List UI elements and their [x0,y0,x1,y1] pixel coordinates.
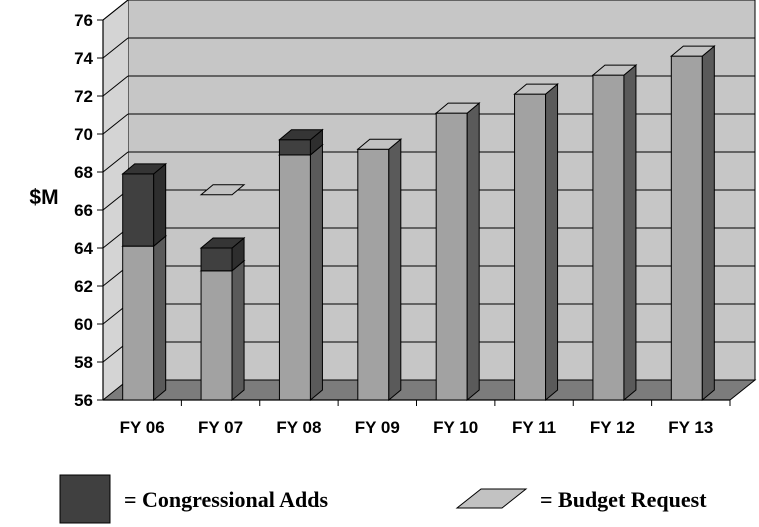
bar-budget-request-side [466,102,480,402]
bar-budget-request-side [153,235,167,402]
y-tick-label: 58 [74,353,93,372]
bar-marker-outline [199,184,246,196]
bar-budget-request-top [356,138,403,150]
bar-congressional-adds-front [122,173,155,247]
bar-series [121,45,716,402]
x-tick-label: FY 11 [512,418,556,437]
bar-budget-request-top [591,64,638,76]
bar-budget-request-side [309,143,323,402]
y-tick-label: 60 [74,315,93,334]
bar-budget-request-side [231,259,245,402]
y-tick-label: 56 [74,391,93,410]
y-tick-label: 62 [74,277,93,296]
x-tick-labels: FY 06 FY 07 FY 08 FY 09 FY 10 FY 11 FY 12 FY 13 [120,418,714,437]
bar-budget-request-front [200,270,233,401]
y-tick-label: 64 [74,239,93,258]
legend: = Congressional Adds = Budget Request [59,474,707,524]
bar-budget-request-side [388,138,402,402]
legend-label-congressional-adds: = Congressional Adds [124,487,329,512]
bar-budget-request-front [357,148,390,401]
bar-budget-request-top [513,83,559,95]
gridline-depth [102,151,129,173]
y-tick-label: 66 [74,201,93,220]
bar-budget-request-top [669,45,716,57]
x-tick-label: FY 13 [668,418,713,437]
y-tick-label: 70 [74,125,93,144]
bar-congressional-adds-front [200,247,233,272]
bar-budget-request-side [545,83,559,402]
x-tick-label: FY 08 [276,418,321,437]
y-axis-top-depth [102,0,129,21]
y-tick-label: 76 [74,11,93,30]
gridline-depth [102,75,129,97]
x-tick-label: FY 10 [433,418,478,437]
legend-swatch-budget-request [455,488,528,509]
bar-congressional-adds-side [153,162,167,248]
y-tick-labels: 56 58 60 62 64 66 68 70 72 74 76 [74,11,93,410]
gridline-depth [102,113,129,135]
bar-budget-request-top [434,102,481,114]
y-axis-label: $M [29,186,58,209]
y-tick-label: 74 [74,49,93,68]
y-tick-label: 68 [74,163,93,182]
legend-label-budget-request: = Budget Request [540,487,707,512]
gridline-depth [102,37,129,59]
bar-congressional-adds-top [278,129,324,141]
x-tick-label: FY 12 [590,418,635,437]
bar-budget-request-front [435,112,468,401]
bar-budget-request-front [514,93,547,401]
bar-congressional-adds-front [278,139,311,156]
x-tick-label: FY 09 [355,418,400,437]
x-tick-label: FY 06 [120,418,165,437]
bar-congressional-adds-top [199,237,246,249]
y-tick-label: 72 [74,87,93,106]
bar-budget-request-front [122,245,155,401]
x-tick-label: FY 07 [198,418,243,437]
bar-budget-request-front [278,154,311,401]
legend-swatch-congressional-adds [59,474,111,524]
bar-budget-request-side [701,45,715,402]
bar-budget-request-front [670,55,703,401]
bar-congressional-adds-top [121,163,168,175]
bar-budget-request-side [623,64,637,402]
bar-budget-request-front [592,74,625,401]
